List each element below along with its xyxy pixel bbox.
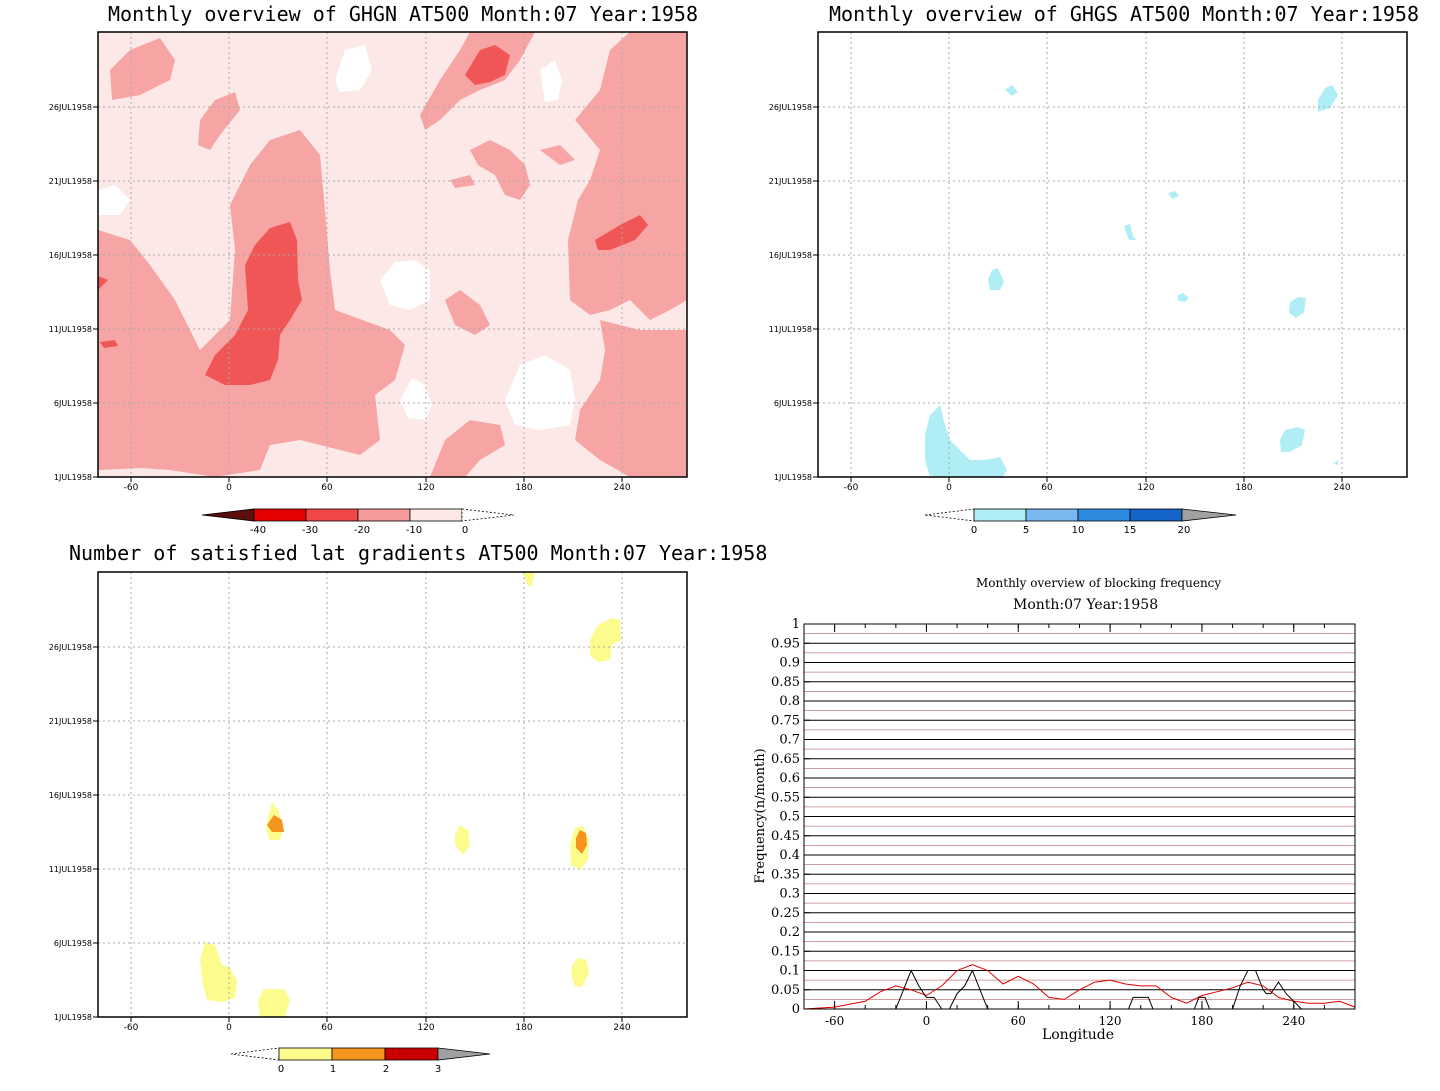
freq-ytick: 0.55 xyxy=(771,790,800,805)
freq-ytick: 0.45 xyxy=(771,829,800,844)
freq-ytick: 0.05 xyxy=(771,983,800,998)
freq-xtick: 60 xyxy=(1011,1014,1026,1028)
ghgn-xtick: 180 xyxy=(515,483,532,493)
freq-ytick: 0.65 xyxy=(771,752,800,767)
ghgn-xtick: 60 xyxy=(321,483,333,493)
lat-chart: -60 0 60 120 180 240 1JUL1958 6JUL1958 1… xyxy=(49,571,688,1075)
freq-series-1 xyxy=(804,969,1355,1010)
lat-xtick: 60 xyxy=(321,1023,333,1033)
ghgs-xtick: 60 xyxy=(1041,483,1053,493)
ghgn-ytick: 1JUL1958 xyxy=(54,473,92,482)
freq-xlabel: Longitude xyxy=(1042,1027,1114,1043)
ghgs-cb-label: 20 xyxy=(1178,525,1191,536)
lat-cb-label: 1 xyxy=(330,1064,336,1075)
ghgs-cb-label: 0 xyxy=(971,525,977,536)
lat-cb-label: 2 xyxy=(383,1064,389,1075)
freq-ytick: 0.15 xyxy=(771,944,800,959)
ghgs-xtick: 120 xyxy=(1137,483,1154,493)
ghgn-ytick: 6JUL1958 xyxy=(54,399,92,408)
lat-contour-0 xyxy=(200,572,621,1017)
freq-chart: 0 0.05 0.1 0.15 0.2 0.25 0.3 0.35 0.4 0.45 0.5 0.55… xyxy=(753,617,1356,1043)
ghgn-ytick: 26JUL1958 xyxy=(49,103,92,112)
ghgs-cb-label: 5 xyxy=(1023,525,1029,536)
lat-colorbar xyxy=(230,1047,491,1061)
ghgs-ytick: 26JUL1958 xyxy=(769,103,812,112)
ghgn-ytick: 16JUL1958 xyxy=(49,251,92,260)
freq-ytick: 0.95 xyxy=(771,636,800,651)
freq-title: Monthly overview of blocking frequency xyxy=(976,576,1222,590)
freq-xtick: 180 xyxy=(1190,1014,1213,1028)
lat-cb-label: 3 xyxy=(435,1064,441,1075)
ghgs-xtick: 0 xyxy=(946,483,952,493)
ghgs-contour-0 xyxy=(925,85,1338,477)
ghgs-ytick: 16JUL1958 xyxy=(769,251,812,260)
ghgn-xtick: 120 xyxy=(417,483,434,493)
freq-ytick: 0.3 xyxy=(779,887,800,902)
ghgn-colorbar xyxy=(201,508,515,522)
freq-ytick: 1 xyxy=(792,617,800,632)
freq-xtick: 120 xyxy=(1099,1014,1122,1028)
ghgs-ytick: 11JUL1958 xyxy=(769,325,812,334)
ghgn-xtick: -60 xyxy=(124,483,139,493)
freq-ytick: 0.7 xyxy=(779,733,800,748)
lat-xtick: 120 xyxy=(417,1023,434,1033)
lat-ytick: 21JUL1958 xyxy=(49,717,92,726)
ghgs-title: Monthly overview of GHGS AT500 Month:07 … xyxy=(829,2,1420,26)
lat-xtick: 240 xyxy=(613,1023,630,1033)
ghgs-colorbar xyxy=(924,508,1237,522)
ghgn-xtick: 0 xyxy=(226,483,232,493)
freq-series-0 xyxy=(803,964,1356,1010)
freq-xtick: -60 xyxy=(825,1014,844,1028)
lat-ytick: 26JUL1958 xyxy=(49,643,92,652)
freq-xtick: 0 xyxy=(923,1014,931,1028)
ghgn-title: Monthly overview of GHGN AT500 Month:07 … xyxy=(108,2,699,26)
freq-ytick: 0.2 xyxy=(779,925,800,940)
lat-xtick: -60 xyxy=(124,1023,139,1033)
lat-ytick: 6JUL1958 xyxy=(54,939,92,948)
lat-contour-1 xyxy=(267,815,587,854)
lat-ytick: 1JUL1958 xyxy=(54,1013,92,1022)
ghgs-ytick: 6JUL1958 xyxy=(774,399,812,408)
ghgs-cb-label: 15 xyxy=(1124,525,1137,536)
ghgn-chart: -60 0 60 120 180 240 1JUL1958 6JUL1958 1… xyxy=(49,31,688,536)
ghgn-cb-label: 0 xyxy=(462,525,468,536)
freq-ytick: 0.1 xyxy=(779,964,800,979)
freq-ytick: 0.25 xyxy=(771,906,800,921)
ghgs-xtick: -60 xyxy=(844,483,859,493)
ghgs-chart: -60 0 60 120 180 240 1JUL1958 6JUL1958 1… xyxy=(769,31,1408,536)
ghgs-cb-label: 10 xyxy=(1072,525,1085,536)
ghgs-ytick: 21JUL1958 xyxy=(769,177,812,186)
ghgn-ytick: 21JUL1958 xyxy=(49,177,92,186)
ghgn-cb-label: -20 xyxy=(354,525,370,536)
freq-ytick: 0.5 xyxy=(779,810,800,825)
ghgn-cb-label: -40 xyxy=(250,525,266,536)
lat-xtick: 180 xyxy=(515,1023,532,1033)
freq-ytick: 0.35 xyxy=(771,867,800,882)
ghgs-ytick: 1JUL1958 xyxy=(774,473,812,482)
freq-ytick: 0.6 xyxy=(779,771,800,786)
lat-ytick: 11JUL1958 xyxy=(49,865,92,874)
lat-cb-label: 0 xyxy=(278,1064,284,1075)
freq-xtick: 240 xyxy=(1282,1014,1305,1028)
lat-ytick: 16JUL1958 xyxy=(49,791,92,800)
lat-title: Number of satisfied lat gradients AT500 … xyxy=(69,541,768,565)
freq-subtitle: Month:07 Year:1958 xyxy=(1013,597,1159,613)
ghgn-ytick: 11JUL1958 xyxy=(49,325,92,334)
freq-ytick: 0.75 xyxy=(771,713,800,728)
ghgn-cb-label: -10 xyxy=(406,525,422,536)
ghgn-cb-label: -30 xyxy=(302,525,318,536)
freq-ytick: 0.4 xyxy=(779,848,800,863)
freq-ytick: 0.85 xyxy=(771,675,800,690)
ghgs-xtick: 180 xyxy=(1235,483,1252,493)
freq-ylabel: Frequency(n/month) xyxy=(753,748,768,883)
freq-ytick: 0 xyxy=(792,1002,800,1017)
lat-xtick: 0 xyxy=(226,1023,232,1033)
freq-ytick: 0.8 xyxy=(779,694,800,709)
freq-ytick: 0.9 xyxy=(779,656,800,671)
ghgs-xtick: 240 xyxy=(1333,483,1350,493)
ghgn-xtick: 240 xyxy=(613,483,630,493)
